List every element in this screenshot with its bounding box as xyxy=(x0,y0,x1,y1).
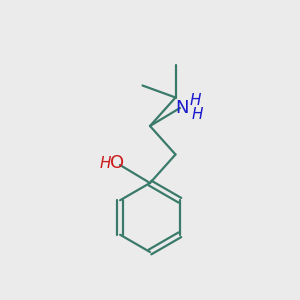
Text: H: H xyxy=(190,93,201,108)
Text: N: N xyxy=(176,99,189,117)
Text: H: H xyxy=(100,156,111,171)
Text: H: H xyxy=(192,107,203,122)
Text: O: O xyxy=(110,154,124,172)
